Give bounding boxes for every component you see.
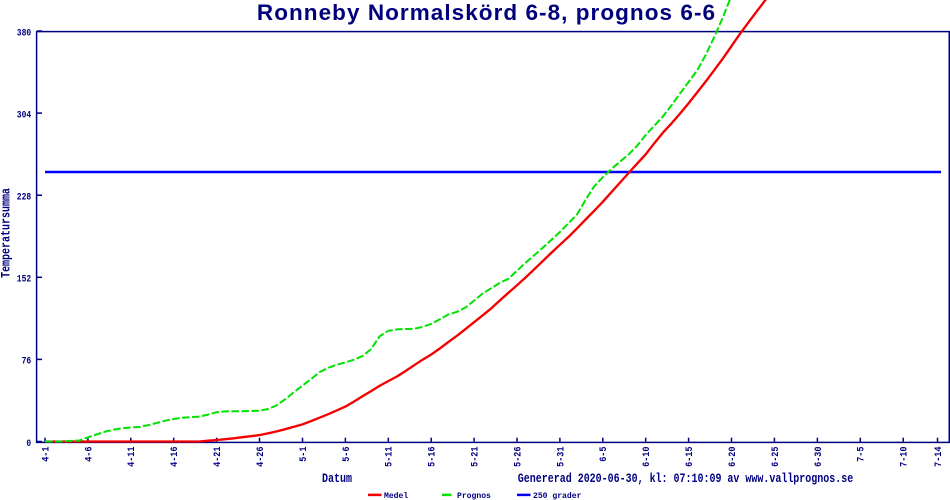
svg-text:Medel: Medel — [384, 491, 408, 500]
svg-text:7-10: 7-10 — [898, 446, 910, 467]
svg-text:6-10: 6-10 — [640, 446, 652, 467]
svg-text:228: 228 — [17, 191, 31, 203]
svg-text:4-6: 4-6 — [83, 446, 95, 462]
svg-text:6-25: 6-25 — [769, 446, 781, 467]
svg-text:6-5: 6-5 — [598, 446, 610, 462]
svg-text:7-14: 7-14 — [932, 446, 944, 467]
svg-text:Temperatursumma: Temperatursumma — [0, 188, 13, 278]
svg-text:Prognos: Prognos — [457, 492, 491, 500]
svg-text:4-11: 4-11 — [126, 446, 138, 467]
svg-text:5-16: 5-16 — [426, 446, 438, 467]
svg-text:250 grader: 250 grader — [533, 491, 581, 500]
svg-text:5-11: 5-11 — [383, 446, 395, 467]
svg-text:Ronneby Normalskörd 6-8, progn: Ronneby Normalskörd 6-8, prognos 6-6 — [257, 0, 716, 25]
svg-text:6-15: 6-15 — [683, 446, 695, 467]
svg-text:304: 304 — [17, 109, 32, 121]
svg-text:5-31: 5-31 — [555, 446, 567, 467]
svg-text:5-26: 5-26 — [512, 446, 524, 467]
svg-text:0: 0 — [26, 437, 31, 449]
svg-text:6-20: 6-20 — [726, 446, 738, 467]
svg-text:7-5: 7-5 — [855, 446, 867, 462]
svg-text:152: 152 — [17, 273, 31, 285]
svg-text:5-1: 5-1 — [297, 446, 309, 462]
svg-text:4-1: 4-1 — [40, 446, 52, 462]
svg-text:Datum: Datum — [322, 473, 352, 486]
svg-text:380: 380 — [17, 26, 31, 38]
svg-text:6-30: 6-30 — [812, 446, 824, 467]
svg-text:Genererad 2020-06-30, kl: 07:1: Genererad 2020-06-30, kl: 07:10:09 av ww… — [518, 473, 854, 486]
svg-text:4-21: 4-21 — [211, 446, 223, 467]
svg-text:76: 76 — [22, 355, 32, 367]
svg-text:5-21: 5-21 — [469, 446, 481, 467]
svg-text:5-6: 5-6 — [340, 446, 352, 462]
svg-text:4-26: 4-26 — [254, 446, 266, 467]
svg-text:4-16: 4-16 — [168, 446, 180, 467]
